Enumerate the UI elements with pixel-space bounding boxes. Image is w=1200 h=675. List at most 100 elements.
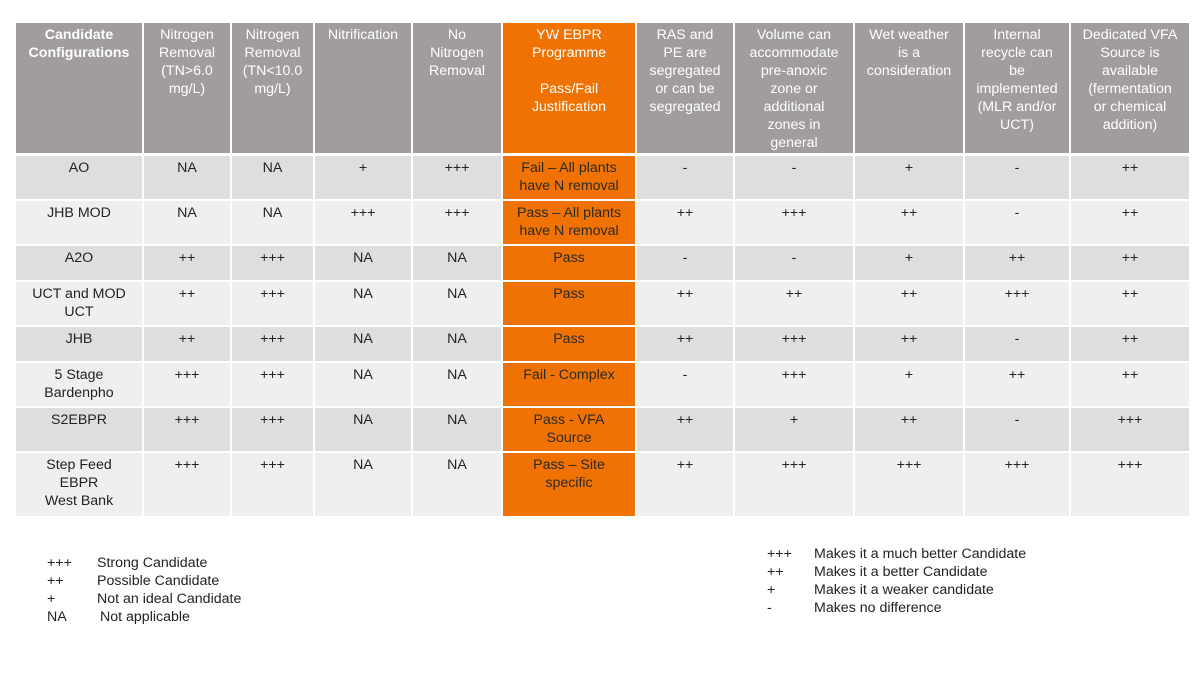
rating-cell: +++ [735, 363, 855, 408]
justification-text: have N removal [519, 223, 619, 239]
header-internal-recycle: Internal recycle can be implemented (MLR… [965, 23, 1071, 156]
legend-symbol: ++ [47, 573, 64, 589]
rating-cell: +++ [413, 201, 503, 246]
config-cell: 5 Stage Bardenpho [16, 363, 144, 408]
rating-cell: NA [315, 363, 413, 408]
header-text: zone or [770, 81, 818, 97]
legend-meaning: Makes no difference [814, 600, 942, 616]
rating-cell: NA [413, 453, 503, 516]
criteria-impact-legend: +++ Makes it a much better Candidate ++ … [767, 545, 1026, 617]
legend-item: NA Not applicable [47, 608, 241, 626]
config-name: JHB [65, 331, 93, 347]
header-nitrification: Nitrification [315, 23, 413, 156]
rating-cell: - [965, 201, 1071, 246]
header-text: be [1009, 63, 1025, 79]
rating-cell: NA [315, 408, 413, 453]
rating-cell: ++ [1071, 327, 1189, 363]
header-text: (MLR and/or [977, 99, 1057, 115]
legend-meaning: Makes it a weaker candidate [814, 582, 994, 598]
rating-cell: ++ [855, 408, 965, 453]
rating-cell: +++ [232, 282, 315, 327]
rating-cell: +++ [315, 201, 413, 246]
header-text: recycle can [981, 45, 1053, 61]
config-name: S2EBPR [51, 412, 107, 428]
rating-cell: ++ [1071, 156, 1189, 201]
header-text: (TN<10.0 [242, 63, 303, 79]
legend-item: +++ Makes it a much better Candidate [767, 545, 1026, 563]
legend-meaning: Possible Candidate [97, 573, 220, 589]
config-name: Step Feed [46, 457, 112, 473]
config-name: UCT and MOD [32, 286, 126, 302]
header-dedicated-vfa-source: Dedicated VFA Source is available (ferme… [1071, 23, 1189, 156]
table-row: Step Feed EBPR West Bank +++ +++ NA NA P… [16, 453, 1189, 516]
config-cell: Step Feed EBPR West Bank [16, 453, 144, 516]
header-text: consideration [866, 63, 952, 79]
rating-cell: - [965, 156, 1071, 201]
justification-text: Fail – All plants [521, 160, 617, 176]
header-text: Nitrogen [160, 27, 214, 43]
rating-cell: +++ [232, 453, 315, 516]
config-cell: JHB [16, 327, 144, 363]
header-text: mg/L) [168, 81, 206, 97]
rating-cell: +++ [232, 408, 315, 453]
rating-cell: ++ [637, 408, 735, 453]
legend-symbol: - [767, 600, 772, 616]
header-text: Candidate [44, 27, 114, 43]
rating-cell: + [855, 363, 965, 408]
legend-symbol: ++ [767, 564, 784, 580]
header-row: Candidate Configurations Nitrogen Remova… [16, 23, 1189, 156]
legend-item: ++ Makes it a better Candidate [767, 563, 1026, 581]
table-row: JHB MOD NA NA +++ +++ Pass – All plants … [16, 201, 1189, 246]
header-text: Nitrogen [430, 45, 484, 61]
rating-cell: +++ [232, 246, 315, 282]
header-text: Pass/Fail [539, 81, 599, 97]
rating-cell: NA [315, 453, 413, 516]
legend-item: ++ Possible Candidate [47, 572, 241, 590]
rating-cell: ++ [1071, 246, 1189, 282]
header-text: (fermentation [1088, 81, 1172, 97]
justification-cell: Fail – All plants have N removal [503, 156, 637, 201]
config-cell: UCT and MOD UCT [16, 282, 144, 327]
table-row: S2EBPR +++ +++ NA NA Pass - VFA Source +… [16, 408, 1189, 453]
justification-cell: Pass – Site specific [503, 453, 637, 516]
rating-cell: ++ [637, 327, 735, 363]
rating-cell: - [735, 156, 855, 201]
rating-cell: ++ [855, 282, 965, 327]
rating-cell: NA [413, 363, 503, 408]
header-text: Nitrification [327, 27, 399, 43]
header-text: segregated [649, 99, 721, 115]
table-row: UCT and MOD UCT ++ +++ NA NA Pass ++ ++ … [16, 282, 1189, 327]
table-row: A2O ++ +++ NA NA Pass - - + ++ ++ [16, 246, 1189, 282]
justification-cell: Pass - VFA Source [503, 408, 637, 453]
justification-cell: Pass [503, 246, 637, 282]
justification-text: specific [545, 475, 593, 491]
header-candidate-configurations: Candidate Configurations [16, 23, 144, 156]
rating-cell: +++ [965, 453, 1071, 516]
legend-symbol: NA [47, 609, 67, 625]
header-text: available [1101, 63, 1158, 79]
config-cell: AO [16, 156, 144, 201]
justification-cell: Pass [503, 327, 637, 363]
rating-cell: +++ [735, 201, 855, 246]
justification-text: Pass – Site [533, 457, 605, 473]
header-text: No [447, 27, 467, 43]
rating-cell: NA [315, 282, 413, 327]
rating-cell: +++ [735, 453, 855, 516]
justification-text: have N removal [519, 178, 619, 194]
legend-item: + Makes it a weaker candidate [767, 581, 1026, 599]
header-yw-ebpr-justification: YW EBPR Programme Pass/Fail Justificatio… [503, 23, 637, 156]
rating-cell: ++ [965, 246, 1071, 282]
rating-cell: ++ [637, 282, 735, 327]
rating-cell: +++ [1071, 408, 1189, 453]
legend-symbol: + [767, 582, 776, 598]
rating-cell: ++ [1071, 201, 1189, 246]
rating-cell: NA [315, 246, 413, 282]
rating-cell: NA [144, 201, 232, 246]
table-row: JHB ++ +++ NA NA Pass ++ +++ ++ - ++ [16, 327, 1189, 363]
rating-cell: - [637, 363, 735, 408]
header-text: or chemical [1093, 99, 1167, 115]
table-row: 5 Stage Bardenpho +++ +++ NA NA Fail - C… [16, 363, 1189, 408]
config-name: EBPR [59, 475, 99, 491]
header-text: Removal [159, 45, 215, 61]
legend-meaning: Not applicable [100, 609, 190, 625]
